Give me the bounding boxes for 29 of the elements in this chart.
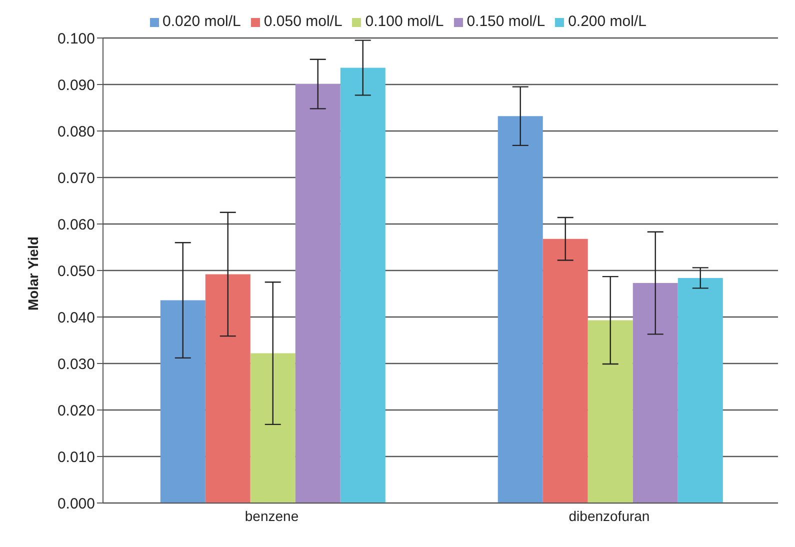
y-tick-label: 0.080: [57, 123, 95, 140]
y-tick-label: 0.090: [57, 76, 95, 94]
y-axis-title: Molar Yield: [24, 236, 41, 310]
bar: [542, 238, 588, 503]
bar: [340, 68, 386, 503]
bar: [678, 278, 723, 503]
bar: [250, 353, 296, 503]
y-tick-label: 0.000: [57, 495, 95, 512]
y-tick-label: 0.020: [57, 402, 95, 420]
y-tick-label: 0.100: [57, 30, 95, 48]
bar: [632, 283, 678, 503]
x-tick-label: benzene: [244, 508, 299, 524]
bar: [205, 274, 250, 503]
legend-label: 0.200 mol/L: [568, 13, 646, 30]
y-tick-label: 0.030: [57, 356, 95, 373]
bar: [498, 116, 543, 503]
legend-label: 0.150 mol/L: [466, 13, 546, 30]
bar: [295, 84, 340, 503]
y-tick-label: 0.050: [57, 262, 95, 280]
y-tick-label: 0.070: [57, 170, 95, 187]
bar: [160, 300, 206, 503]
bar: [588, 320, 633, 503]
y-tick-label: 0.060: [57, 216, 95, 234]
legend-label: 0.100 mol/L: [365, 13, 444, 30]
y-tick-label: 0.010: [57, 448, 95, 466]
legend-label: 0.050 mol/L: [264, 13, 342, 30]
legend-label: 0.020 mol/L: [162, 13, 241, 30]
x-tick-label: dibenzofuran: [568, 508, 650, 524]
y-tick-label: 0.040: [57, 309, 95, 326]
